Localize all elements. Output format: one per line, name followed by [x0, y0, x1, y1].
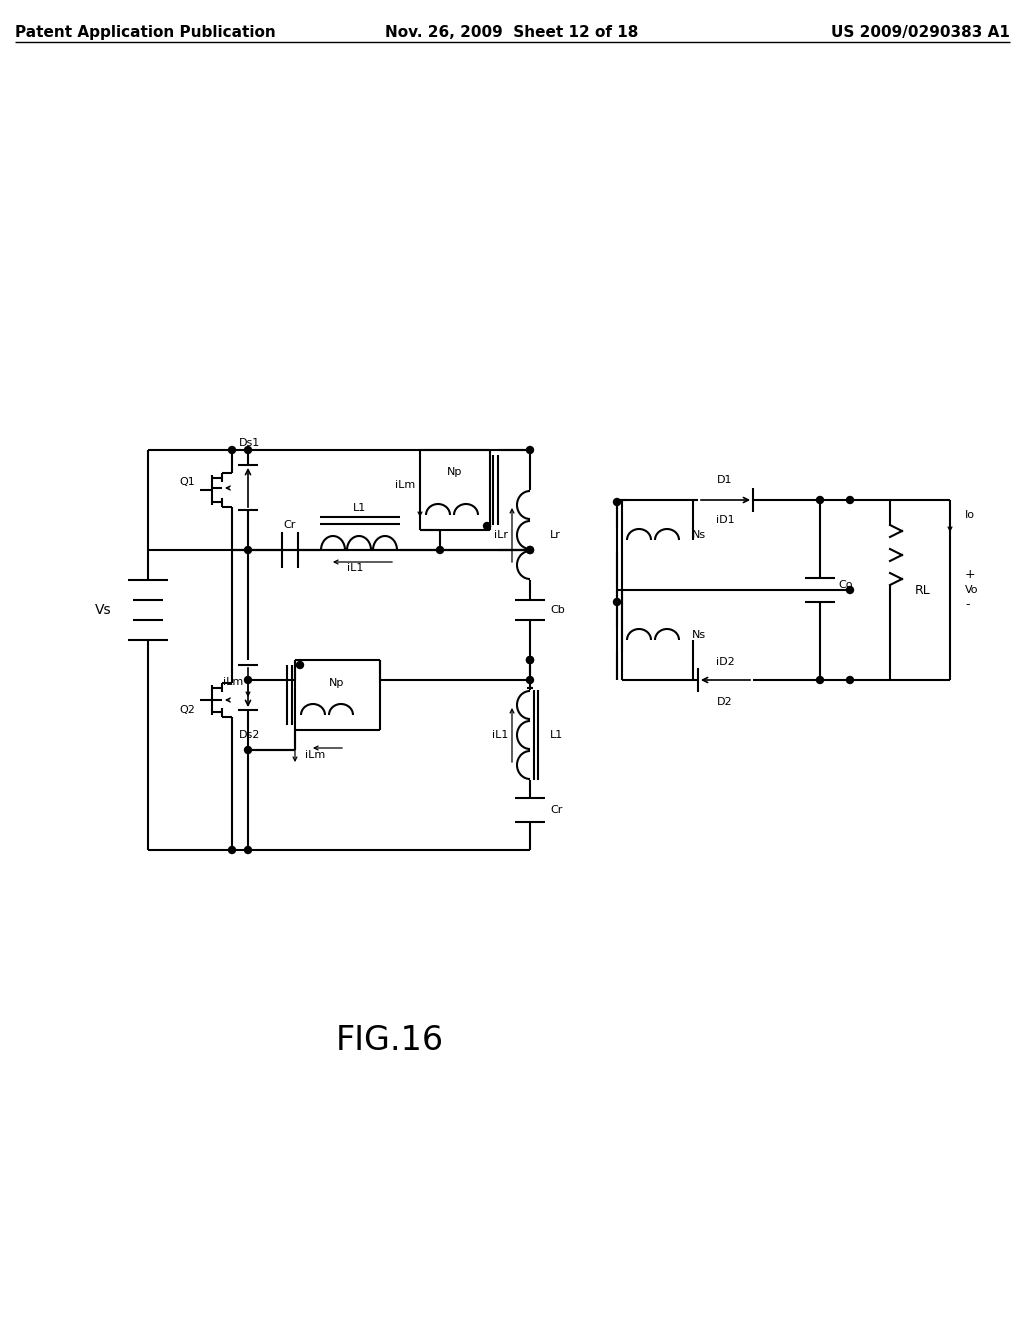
Text: Ns: Ns	[692, 531, 707, 540]
Text: Np: Np	[330, 678, 345, 688]
Text: Io: Io	[965, 510, 975, 520]
Circle shape	[847, 496, 853, 503]
Text: Ns: Ns	[692, 630, 707, 640]
Text: FIG.16: FIG.16	[336, 1023, 444, 1056]
Text: Cr: Cr	[284, 520, 296, 531]
Text: Q2: Q2	[179, 705, 195, 715]
Text: Ds1: Ds1	[240, 438, 261, 447]
Text: D1: D1	[717, 475, 733, 484]
Text: iLm: iLm	[223, 677, 243, 686]
Text: iD2: iD2	[716, 657, 734, 667]
Text: iL1: iL1	[492, 730, 508, 741]
Circle shape	[228, 446, 236, 454]
Text: Np: Np	[447, 467, 463, 477]
Circle shape	[483, 523, 490, 529]
Circle shape	[526, 656, 534, 664]
Circle shape	[245, 846, 252, 854]
Circle shape	[526, 656, 534, 664]
Circle shape	[613, 499, 621, 506]
Text: iLm: iLm	[305, 750, 326, 760]
Text: +: +	[965, 569, 976, 582]
Text: Vs: Vs	[95, 603, 112, 616]
Text: Cr: Cr	[550, 805, 562, 814]
Text: D2: D2	[717, 697, 733, 708]
Text: Co: Co	[838, 579, 853, 590]
Circle shape	[228, 846, 236, 854]
Circle shape	[526, 676, 534, 684]
Text: iLm: iLm	[394, 480, 415, 490]
Text: Q1: Q1	[179, 477, 195, 487]
Text: L1: L1	[353, 503, 367, 513]
Circle shape	[613, 598, 621, 606]
Text: US 2009/0290383 A1: US 2009/0290383 A1	[831, 25, 1010, 40]
Circle shape	[526, 546, 534, 553]
Circle shape	[526, 546, 534, 553]
Text: iLr: iLr	[494, 531, 508, 540]
Circle shape	[297, 661, 303, 668]
Text: Cb: Cb	[550, 605, 565, 615]
Text: Nov. 26, 2009  Sheet 12 of 18: Nov. 26, 2009 Sheet 12 of 18	[385, 25, 639, 40]
Circle shape	[245, 676, 252, 684]
Circle shape	[816, 676, 823, 684]
Text: Lr: Lr	[550, 531, 561, 540]
Circle shape	[245, 446, 252, 454]
Text: iD1: iD1	[716, 515, 734, 525]
Circle shape	[847, 676, 853, 684]
Text: Ds2: Ds2	[240, 730, 261, 741]
Text: -: -	[965, 598, 970, 611]
Circle shape	[816, 496, 823, 503]
Circle shape	[245, 546, 252, 553]
Circle shape	[436, 546, 443, 553]
Text: Vo: Vo	[965, 585, 979, 595]
Text: L1: L1	[550, 730, 563, 741]
Text: Patent Application Publication: Patent Application Publication	[15, 25, 275, 40]
Circle shape	[526, 446, 534, 454]
Circle shape	[245, 747, 252, 754]
Text: iL1: iL1	[347, 564, 364, 573]
Text: RL: RL	[915, 583, 931, 597]
Circle shape	[847, 586, 853, 594]
